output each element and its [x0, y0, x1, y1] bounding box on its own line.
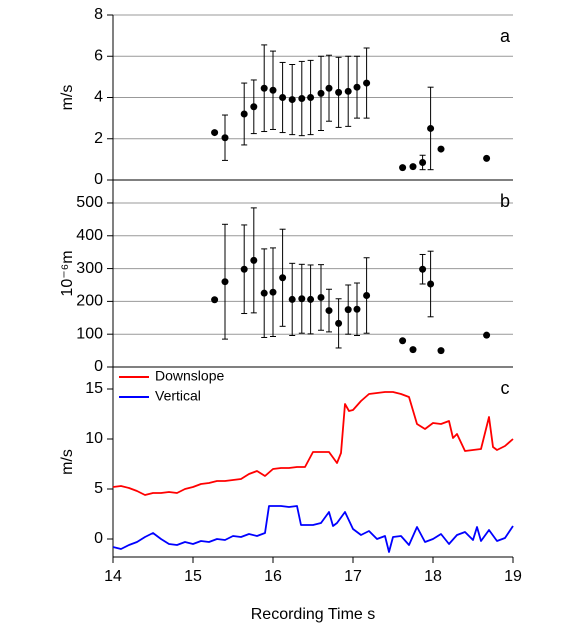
y-tick-label: 0 [94, 358, 103, 375]
point [317, 89, 325, 97]
y-tick-label: 2 [94, 130, 103, 147]
x-axis-label: Recording Time s [251, 606, 376, 623]
point [409, 163, 417, 171]
point [344, 306, 352, 314]
y-axis-label: m/s [59, 85, 76, 111]
x-tick-label: 16 [264, 568, 282, 585]
point [353, 305, 361, 313]
panel-label: c [501, 378, 510, 398]
panel-label: a [500, 26, 511, 46]
y-tick-label: 8 [94, 6, 103, 23]
legend-label: Vertical [155, 388, 201, 404]
point [269, 288, 277, 296]
point [240, 110, 248, 118]
point [399, 164, 407, 172]
y-axis-label: 10⁻⁶m [59, 250, 76, 296]
point [250, 103, 258, 111]
y-tick-label: 0 [94, 171, 103, 188]
y-tick-label: 10 [85, 430, 103, 447]
y-tick-label: 100 [76, 325, 103, 342]
point [399, 337, 407, 345]
point [483, 331, 491, 339]
point [307, 94, 315, 101]
point [288, 96, 296, 104]
point [483, 154, 491, 162]
point [221, 134, 229, 142]
point [353, 83, 361, 91]
point [363, 291, 371, 299]
point [409, 346, 417, 354]
x-tick-label: 19 [504, 568, 522, 585]
line [112, 391, 514, 496]
y-tick-label: 4 [94, 89, 103, 106]
y-tick-label: 0 [94, 530, 103, 547]
point [344, 87, 352, 95]
y-tick-label: 400 [76, 227, 103, 244]
y-tick-label: 200 [76, 293, 103, 310]
y-axis-label: m/s [59, 449, 76, 475]
point [269, 86, 277, 94]
point [298, 95, 306, 103]
point [335, 319, 343, 327]
panel-label: b [500, 191, 510, 211]
y-tick-label: 15 [85, 380, 103, 397]
point [335, 88, 343, 96]
point [221, 278, 229, 286]
point [419, 158, 427, 166]
point [298, 295, 306, 303]
point [211, 129, 219, 137]
point [307, 295, 315, 303]
y-tick-label: 5 [94, 480, 103, 497]
point [288, 295, 296, 303]
point [437, 145, 445, 153]
y-tick-label: 6 [94, 47, 103, 64]
x-tick-label: 14 [104, 568, 122, 585]
point [250, 256, 258, 264]
point [211, 296, 219, 304]
y-tick-label: 300 [76, 260, 103, 277]
y-tick-label: 500 [76, 194, 103, 211]
point [325, 84, 333, 92]
point [427, 124, 435, 132]
point [427, 280, 435, 288]
x-tick-label: 15 [184, 568, 202, 585]
point [279, 94, 287, 101]
line [112, 505, 514, 553]
point [363, 79, 371, 87]
point [325, 307, 333, 315]
x-tick-label: 17 [344, 568, 362, 585]
point [240, 265, 248, 273]
point [260, 289, 268, 297]
point [317, 293, 325, 301]
legend-label: Downslope [155, 368, 224, 384]
x-tick-label: 18 [424, 568, 442, 585]
point [437, 347, 445, 355]
point [260, 84, 268, 92]
point [279, 274, 287, 282]
point [419, 265, 427, 273]
